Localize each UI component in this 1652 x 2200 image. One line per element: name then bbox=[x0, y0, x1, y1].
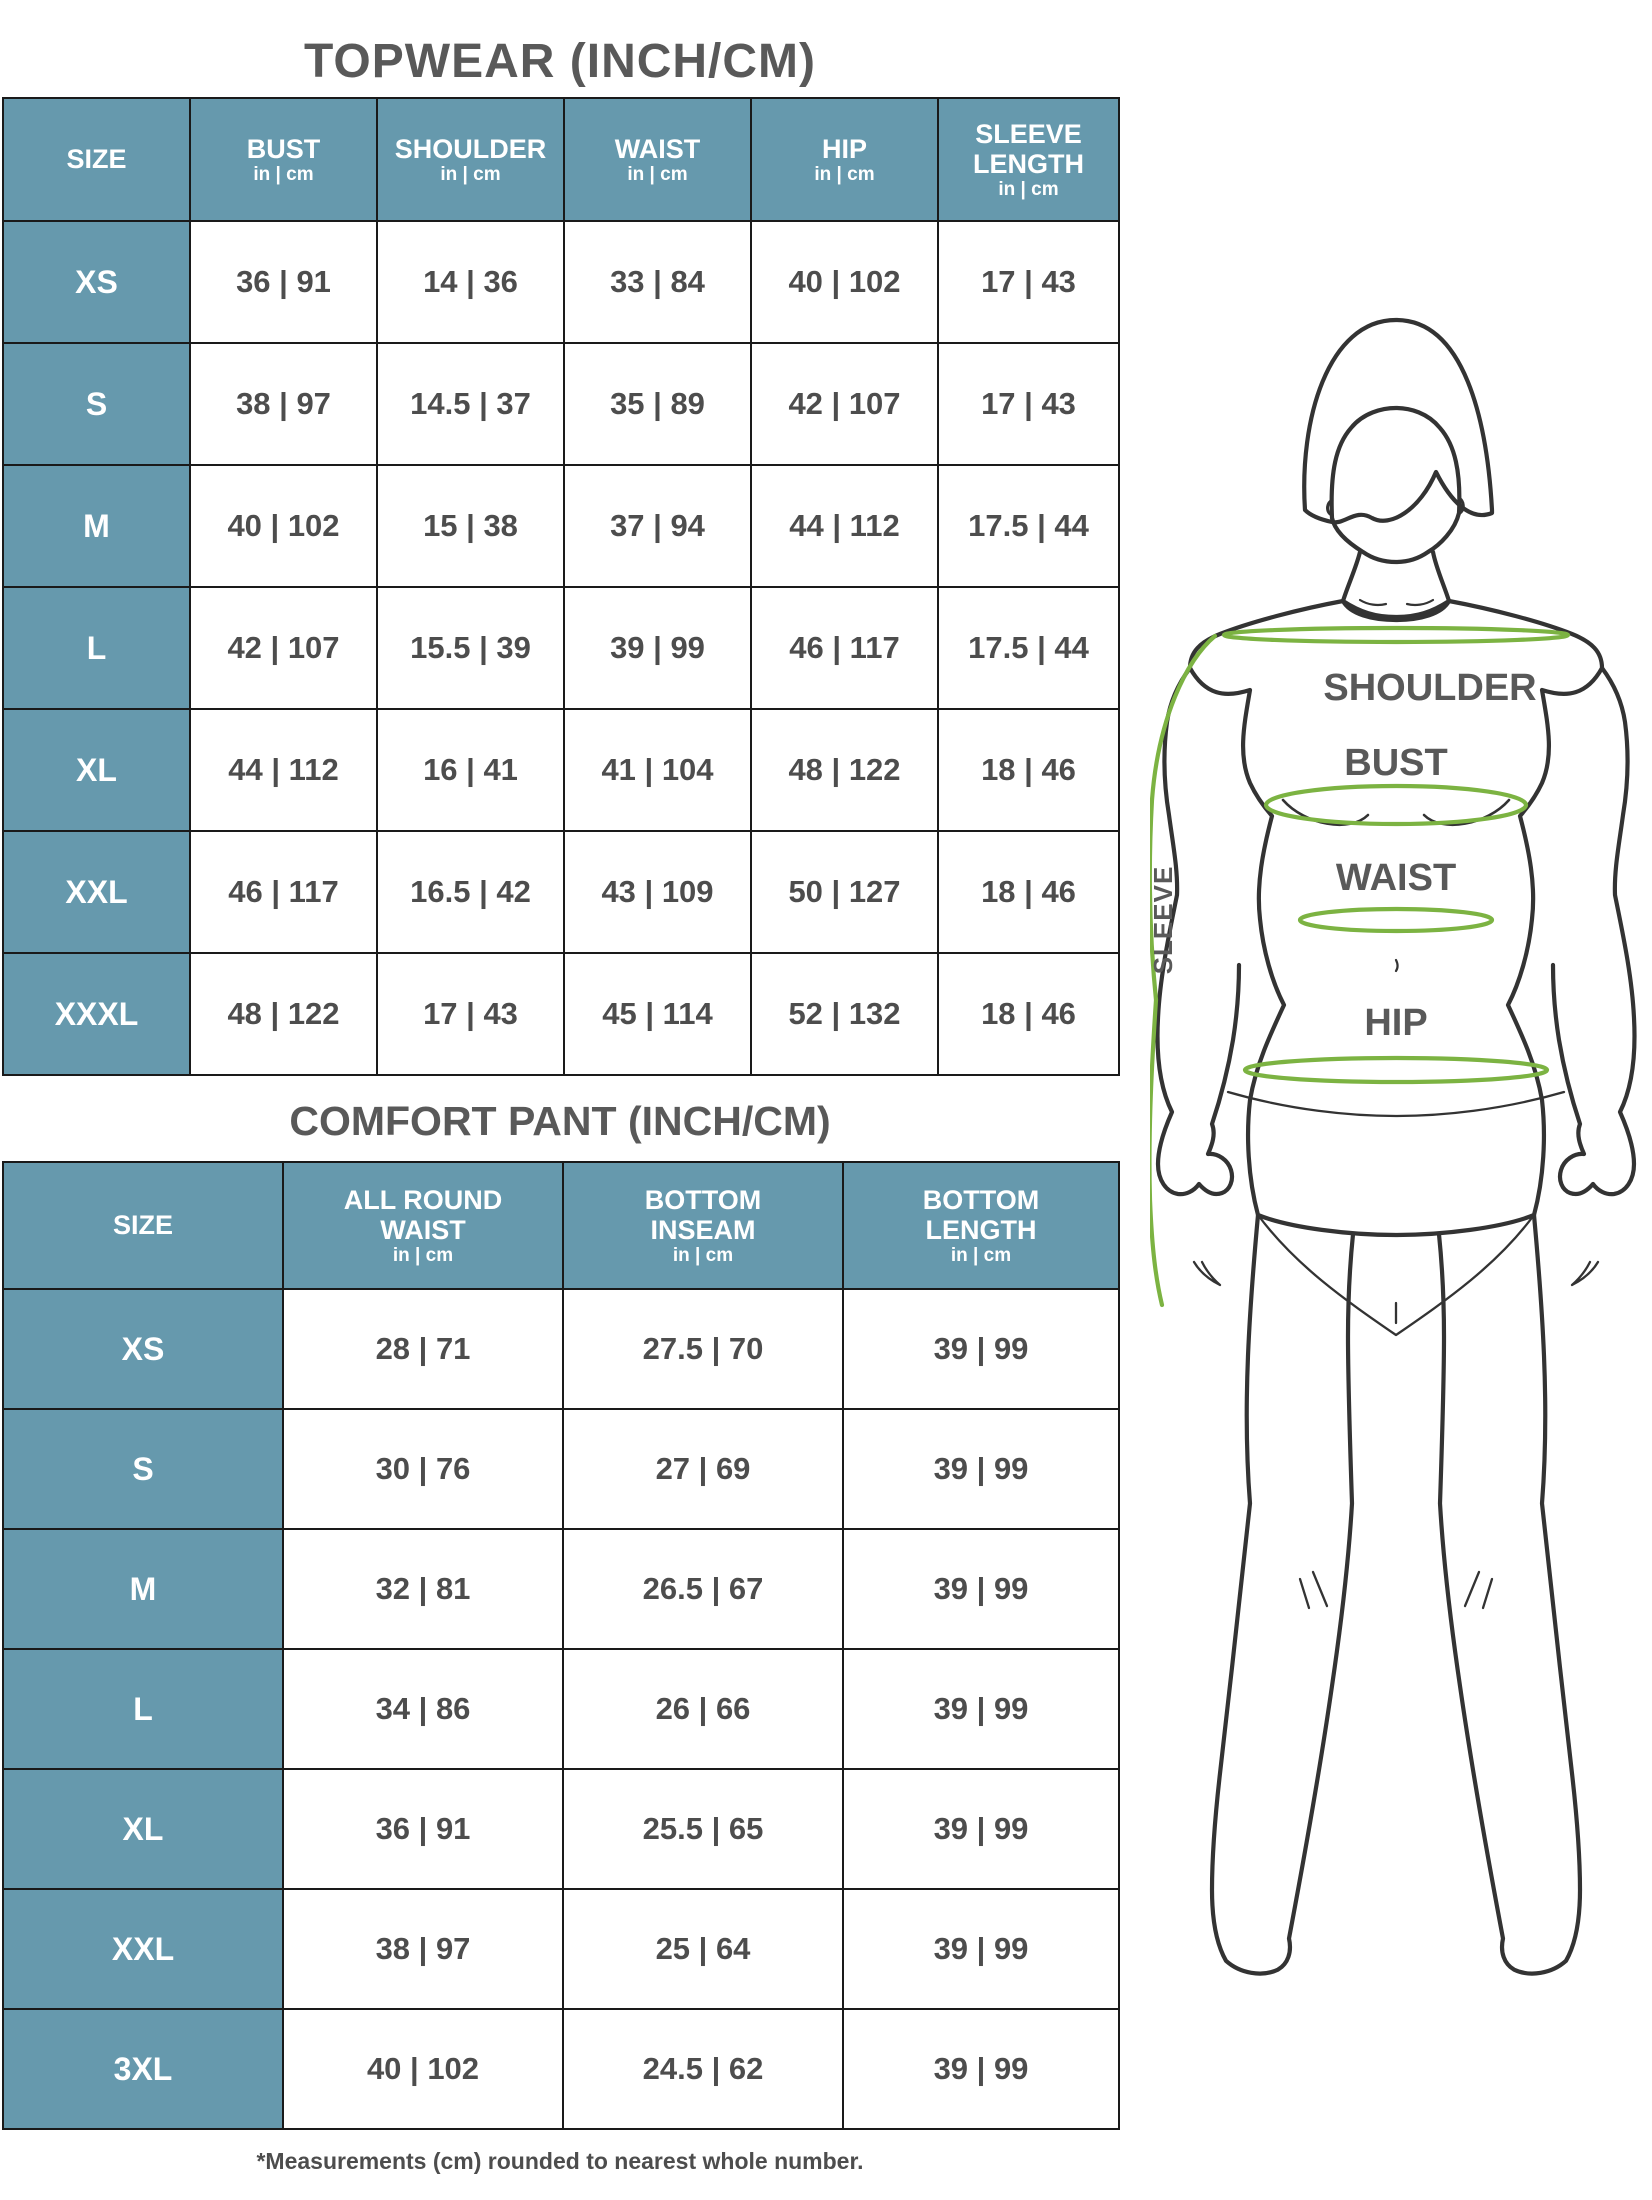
svg-text:SHOULDER: SHOULDER bbox=[1323, 667, 1536, 709]
svg-text:HIP: HIP bbox=[1364, 1002, 1427, 1044]
svg-text:WAIST: WAIST bbox=[1336, 857, 1456, 899]
svg-text:BUST: BUST bbox=[1344, 742, 1447, 784]
svg-text:SLEEVE: SLEEVE bbox=[1150, 866, 1178, 975]
